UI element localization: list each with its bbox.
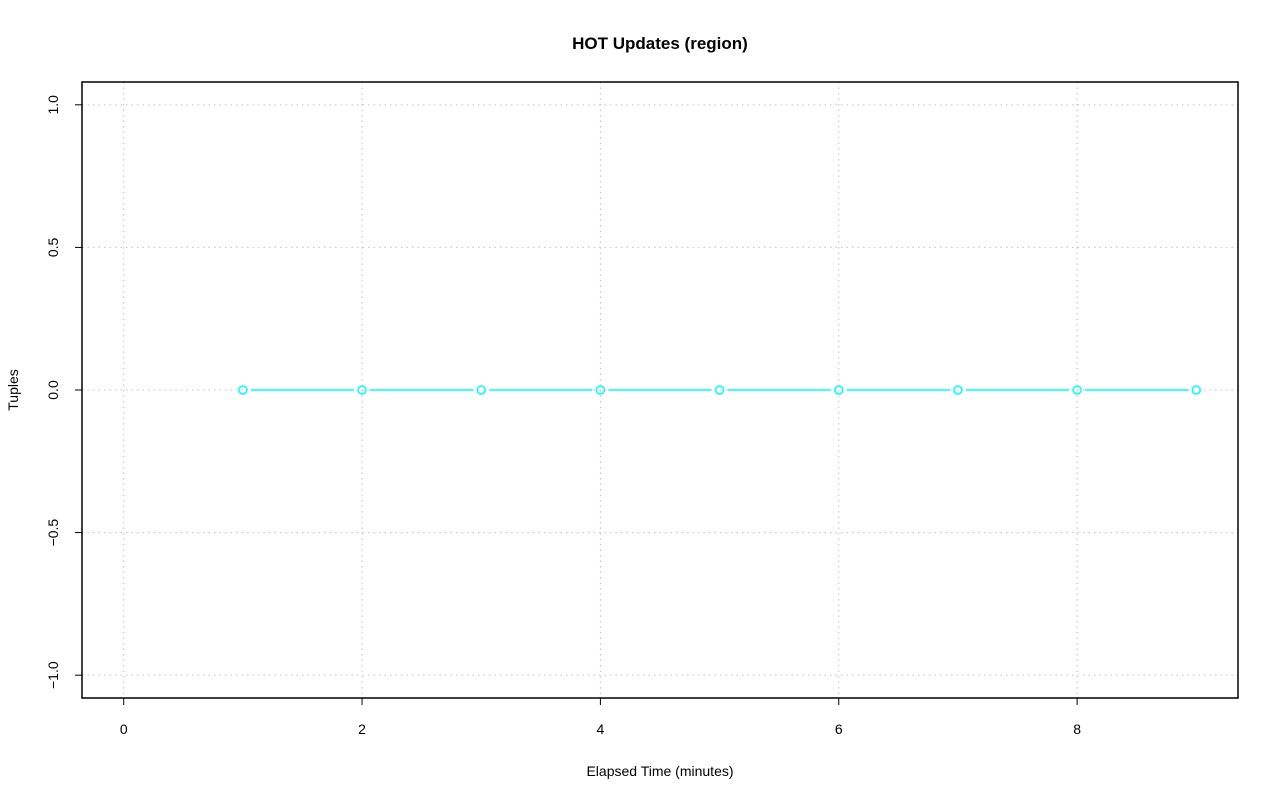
series	[238, 385, 1202, 395]
chart-title: HOT Updates (region)	[572, 34, 748, 53]
x-tick-label: 2	[358, 721, 366, 737]
y-tick-label: 0.0	[45, 380, 61, 400]
data-point	[476, 385, 486, 395]
x-tick-label: 4	[597, 721, 605, 737]
data-point	[834, 385, 844, 395]
data-point	[595, 385, 606, 395]
x-tick-label: 6	[835, 721, 843, 737]
data-point	[1191, 385, 1202, 395]
data-point	[357, 385, 367, 395]
data-point	[1072, 385, 1082, 395]
y-tick-label: 1.0	[45, 95, 61, 115]
y-tick-label: −1.0	[45, 661, 61, 689]
data-point	[238, 385, 248, 395]
data-point	[714, 385, 725, 395]
y-tick-label: −0.5	[45, 519, 61, 547]
x-tick-label: 0	[120, 721, 128, 737]
x-axis-label: Elapsed Time (minutes)	[586, 763, 733, 779]
x-tick-label: 8	[1073, 721, 1081, 737]
y-axis: −1.0 −0.5 0.0 0.5 1.0	[45, 95, 82, 689]
data-point	[953, 385, 963, 395]
y-tick-label: 0.5	[45, 237, 61, 257]
x-axis: 0 2 4 6 8	[120, 698, 1081, 737]
y-axis-label: Tuples	[5, 369, 21, 411]
